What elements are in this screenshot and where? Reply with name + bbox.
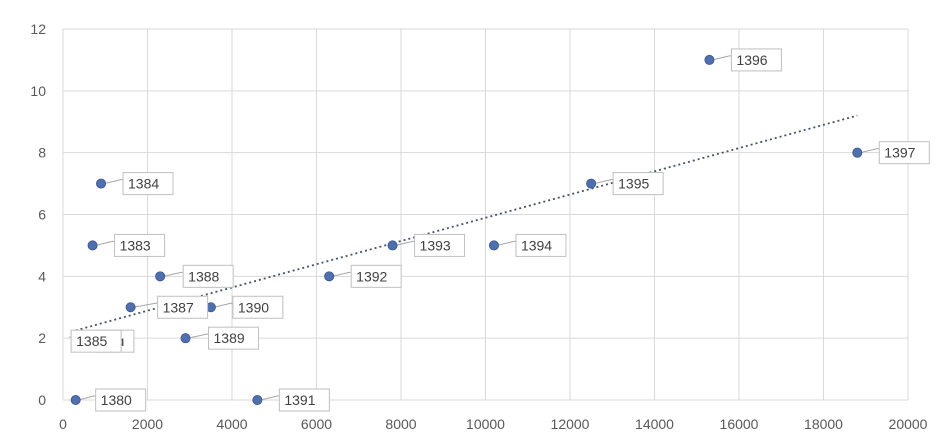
label-leader-line [188,333,209,339]
data-label-text: 1383 [120,237,151,253]
y-tick-label: 2 [38,330,46,346]
data-label: 1385 [70,329,122,353]
data-point [488,240,499,251]
data-label-text: 1394 [521,237,552,253]
data-label-text: 1393 [420,237,451,253]
data-label: 1393 [414,233,466,257]
data-point [704,54,715,65]
data-label-box [278,388,330,412]
data-label: 1389 [208,326,260,350]
label-leader-line [213,302,233,308]
data-label: 1395 [612,172,664,196]
data-label: 1380 [95,388,147,412]
data-label-box [878,141,930,165]
x-tick-label: 14000 [635,416,674,432]
x-tick-label: 16000 [720,416,759,432]
data-label: 1391 [278,388,330,412]
data-label-box [612,172,664,196]
data-label-text: 1397 [884,145,915,161]
trendline-group [75,114,858,332]
data-labels: 138013ɑ138313841385138713881389139013911… [70,48,930,412]
y-tick-label: 8 [38,145,46,161]
label-leader-line [712,55,732,61]
data-label-text: 1391 [284,392,315,408]
trendline [75,114,858,332]
data-label-text: 1384 [128,176,159,192]
label-leader-line [395,240,415,246]
data-label-text: 1392 [356,268,387,284]
data-point [180,333,191,344]
data-label-text: 1380 [101,392,132,408]
data-label-box [515,233,567,257]
label-leader-line [133,302,158,308]
x-tick-label: 4000 [216,416,247,432]
data-label-box [182,264,234,288]
data-label-box [414,233,466,257]
data-point [324,271,335,282]
x-tick-label: 20000 [889,416,928,432]
data-point [252,394,263,405]
data-label-box [208,326,260,350]
data-label-box [114,233,166,257]
data-label: 1387 [157,295,209,319]
x-tick-label: 6000 [301,416,332,432]
y-tick-label: 10 [30,83,46,99]
data-label: 1396 [730,48,782,72]
y-tick-label: 12 [30,21,46,37]
y-tick-label: 6 [38,207,46,223]
data-point [96,178,107,189]
data-label-box [730,48,782,72]
data-label: 1397 [878,141,930,165]
label-leader-line [860,148,880,154]
label-leader-line [260,395,280,401]
data-label: 1390 [232,295,284,319]
data-label-text: 1388 [188,268,219,284]
data-point [387,240,398,251]
y-tick-label: 4 [38,268,46,284]
data-point [852,147,863,158]
data-label: 1384 [122,172,174,196]
data-label-box [232,295,284,319]
gridlines [62,28,909,401]
label-leader-line [496,240,516,246]
data-label-text: 1389 [214,330,245,346]
data-label-text: 1396 [736,52,767,68]
data-label-text: 1385 [76,333,107,349]
axis-ticks: 0 2000 4000 6000 8000 10000 12000 14000 16000 180… [30,21,927,432]
data-label-box [122,172,174,196]
x-tick-label: 8000 [385,416,416,432]
label-leader-line [163,271,184,277]
data-label: 1394 [515,233,567,257]
data-label: 1388 [182,264,234,288]
x-tick-label: 0 [59,416,67,432]
data-label: 1392 [350,264,402,288]
data-point [87,240,98,251]
data-label-box [95,388,147,412]
label-leader-line [78,395,96,401]
label-leaders [69,55,880,401]
data-label-text: 1387 [163,299,194,315]
data-label-text: 1390 [238,299,269,315]
data-point [125,302,136,313]
label-leader-line [103,179,124,185]
y-tick-label: 0 [38,392,46,408]
x-tick-label: 18000 [804,416,843,432]
data-label: 1383 [114,233,166,257]
data-points [70,54,863,405]
data-point [155,271,166,282]
data-label-box [157,295,209,319]
data-label-box [70,329,122,353]
label-leader-line [594,179,614,185]
data-label-text: 1395 [618,176,649,192]
label-leader-line [332,271,352,277]
data-point [586,178,597,189]
data-label-box [350,264,402,288]
label-leader-line [95,240,115,246]
x-tick-label: 10000 [466,416,505,432]
x-tick-label: 2000 [132,416,163,432]
x-tick-label: 12000 [551,416,590,432]
data-point [70,394,81,405]
